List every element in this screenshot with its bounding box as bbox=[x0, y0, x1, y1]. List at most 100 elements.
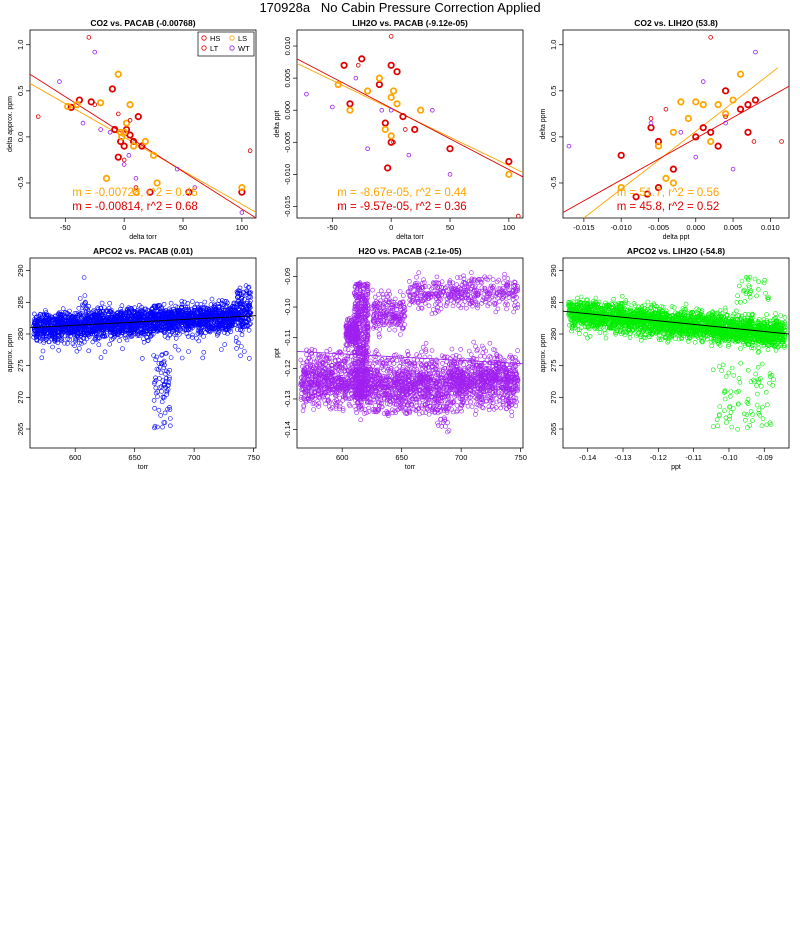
data-point bbox=[110, 310, 115, 316]
data-point bbox=[179, 302, 185, 307]
data-point bbox=[328, 406, 334, 412]
data-point bbox=[402, 410, 408, 416]
data-point bbox=[152, 405, 157, 411]
data-point bbox=[96, 342, 102, 348]
data-point bbox=[194, 335, 199, 341]
data-point bbox=[235, 302, 240, 307]
legend-entry: LS bbox=[238, 34, 247, 43]
data-point bbox=[300, 364, 305, 369]
data-point bbox=[147, 323, 152, 328]
data-point bbox=[298, 357, 304, 363]
data-point bbox=[359, 403, 365, 408]
data-point bbox=[423, 349, 429, 355]
data-point-wt bbox=[174, 166, 180, 172]
data-point bbox=[78, 331, 84, 337]
data-point bbox=[435, 420, 440, 426]
data-point bbox=[197, 307, 202, 312]
data-point bbox=[198, 302, 204, 307]
data-point bbox=[202, 304, 208, 310]
data-point bbox=[238, 353, 243, 359]
data-point bbox=[75, 333, 80, 339]
data-point bbox=[403, 406, 408, 411]
data-point bbox=[358, 417, 364, 423]
chart-apco2-vs-pacab: APCO2 vs. PACAB (0.01)600 650 700 750torr26… bbox=[7, 246, 260, 471]
data-point-lt bbox=[402, 127, 408, 132]
data-point bbox=[194, 310, 200, 316]
x-tick-label: -0.010 bbox=[611, 223, 632, 232]
data-point bbox=[159, 313, 164, 319]
data-point bbox=[65, 311, 70, 316]
data-point bbox=[248, 321, 253, 327]
data-point bbox=[381, 367, 386, 373]
data-point bbox=[99, 300, 105, 306]
data-point bbox=[128, 333, 133, 339]
data-point bbox=[47, 313, 53, 319]
data-point bbox=[62, 340, 67, 346]
plot-area bbox=[297, 34, 523, 218]
data-point bbox=[136, 310, 142, 316]
fit-line bbox=[30, 73, 256, 218]
data-point bbox=[241, 289, 246, 295]
data-point bbox=[58, 327, 64, 333]
data-point bbox=[70, 326, 76, 332]
y-tick-label: -0.010 bbox=[283, 164, 292, 185]
data-point bbox=[154, 307, 160, 313]
data-point bbox=[217, 304, 222, 310]
data-point bbox=[511, 397, 517, 403]
y-tick-label: 0.010 bbox=[283, 37, 292, 56]
data-point bbox=[155, 424, 160, 430]
data-point bbox=[159, 389, 164, 394]
data-point bbox=[474, 401, 479, 407]
data-point bbox=[511, 381, 517, 386]
data-point-wt bbox=[447, 172, 453, 177]
data-point bbox=[159, 352, 164, 358]
data-point-wt bbox=[133, 176, 139, 181]
data-point bbox=[326, 356, 332, 361]
data-point bbox=[137, 320, 142, 325]
plot-frame bbox=[29, 257, 257, 449]
data-point-wt bbox=[353, 75, 359, 81]
data-point bbox=[441, 406, 446, 412]
data-point-wt bbox=[365, 146, 370, 152]
data-point bbox=[446, 391, 452, 397]
data-point bbox=[470, 362, 476, 368]
data-point bbox=[119, 317, 125, 323]
data-point bbox=[431, 398, 437, 404]
data-point bbox=[137, 303, 142, 308]
data-point bbox=[494, 352, 500, 358]
data-point bbox=[442, 417, 448, 422]
data-point bbox=[405, 367, 411, 372]
data-point bbox=[487, 340, 493, 346]
data-point bbox=[72, 319, 77, 325]
data-point bbox=[440, 381, 446, 386]
data-point-hs bbox=[111, 125, 119, 134]
data-point bbox=[157, 385, 163, 390]
y-tick-label: -0.13 bbox=[283, 390, 292, 407]
data-point bbox=[506, 387, 512, 392]
data-point bbox=[201, 334, 206, 339]
data-point-ls bbox=[120, 128, 128, 136]
plot-area bbox=[30, 35, 256, 218]
data-point bbox=[168, 416, 173, 421]
data-point bbox=[466, 370, 471, 375]
data-point bbox=[497, 366, 502, 372]
data-point-wt bbox=[430, 107, 435, 113]
data-point-ls bbox=[707, 137, 715, 146]
data-point bbox=[329, 378, 335, 384]
data-point bbox=[403, 399, 409, 404]
data-point bbox=[153, 385, 159, 391]
chart-lih2o-vs-pacab: LIH2O vs. PACAB (-9.12e-05)-50 0 50 100delt… bbox=[274, 18, 524, 241]
data-point bbox=[247, 322, 252, 327]
data-point-ls bbox=[141, 137, 149, 146]
data-point bbox=[316, 401, 322, 406]
data-point bbox=[384, 401, 390, 406]
data-point bbox=[112, 329, 117, 335]
plot-area bbox=[563, 35, 789, 218]
data-point bbox=[228, 305, 234, 311]
data-point bbox=[246, 290, 252, 296]
y-tick-label: -0.09 bbox=[283, 268, 292, 285]
data-point bbox=[342, 386, 348, 392]
data-point bbox=[187, 311, 192, 317]
data-point bbox=[486, 360, 492, 366]
data-point bbox=[325, 358, 331, 364]
